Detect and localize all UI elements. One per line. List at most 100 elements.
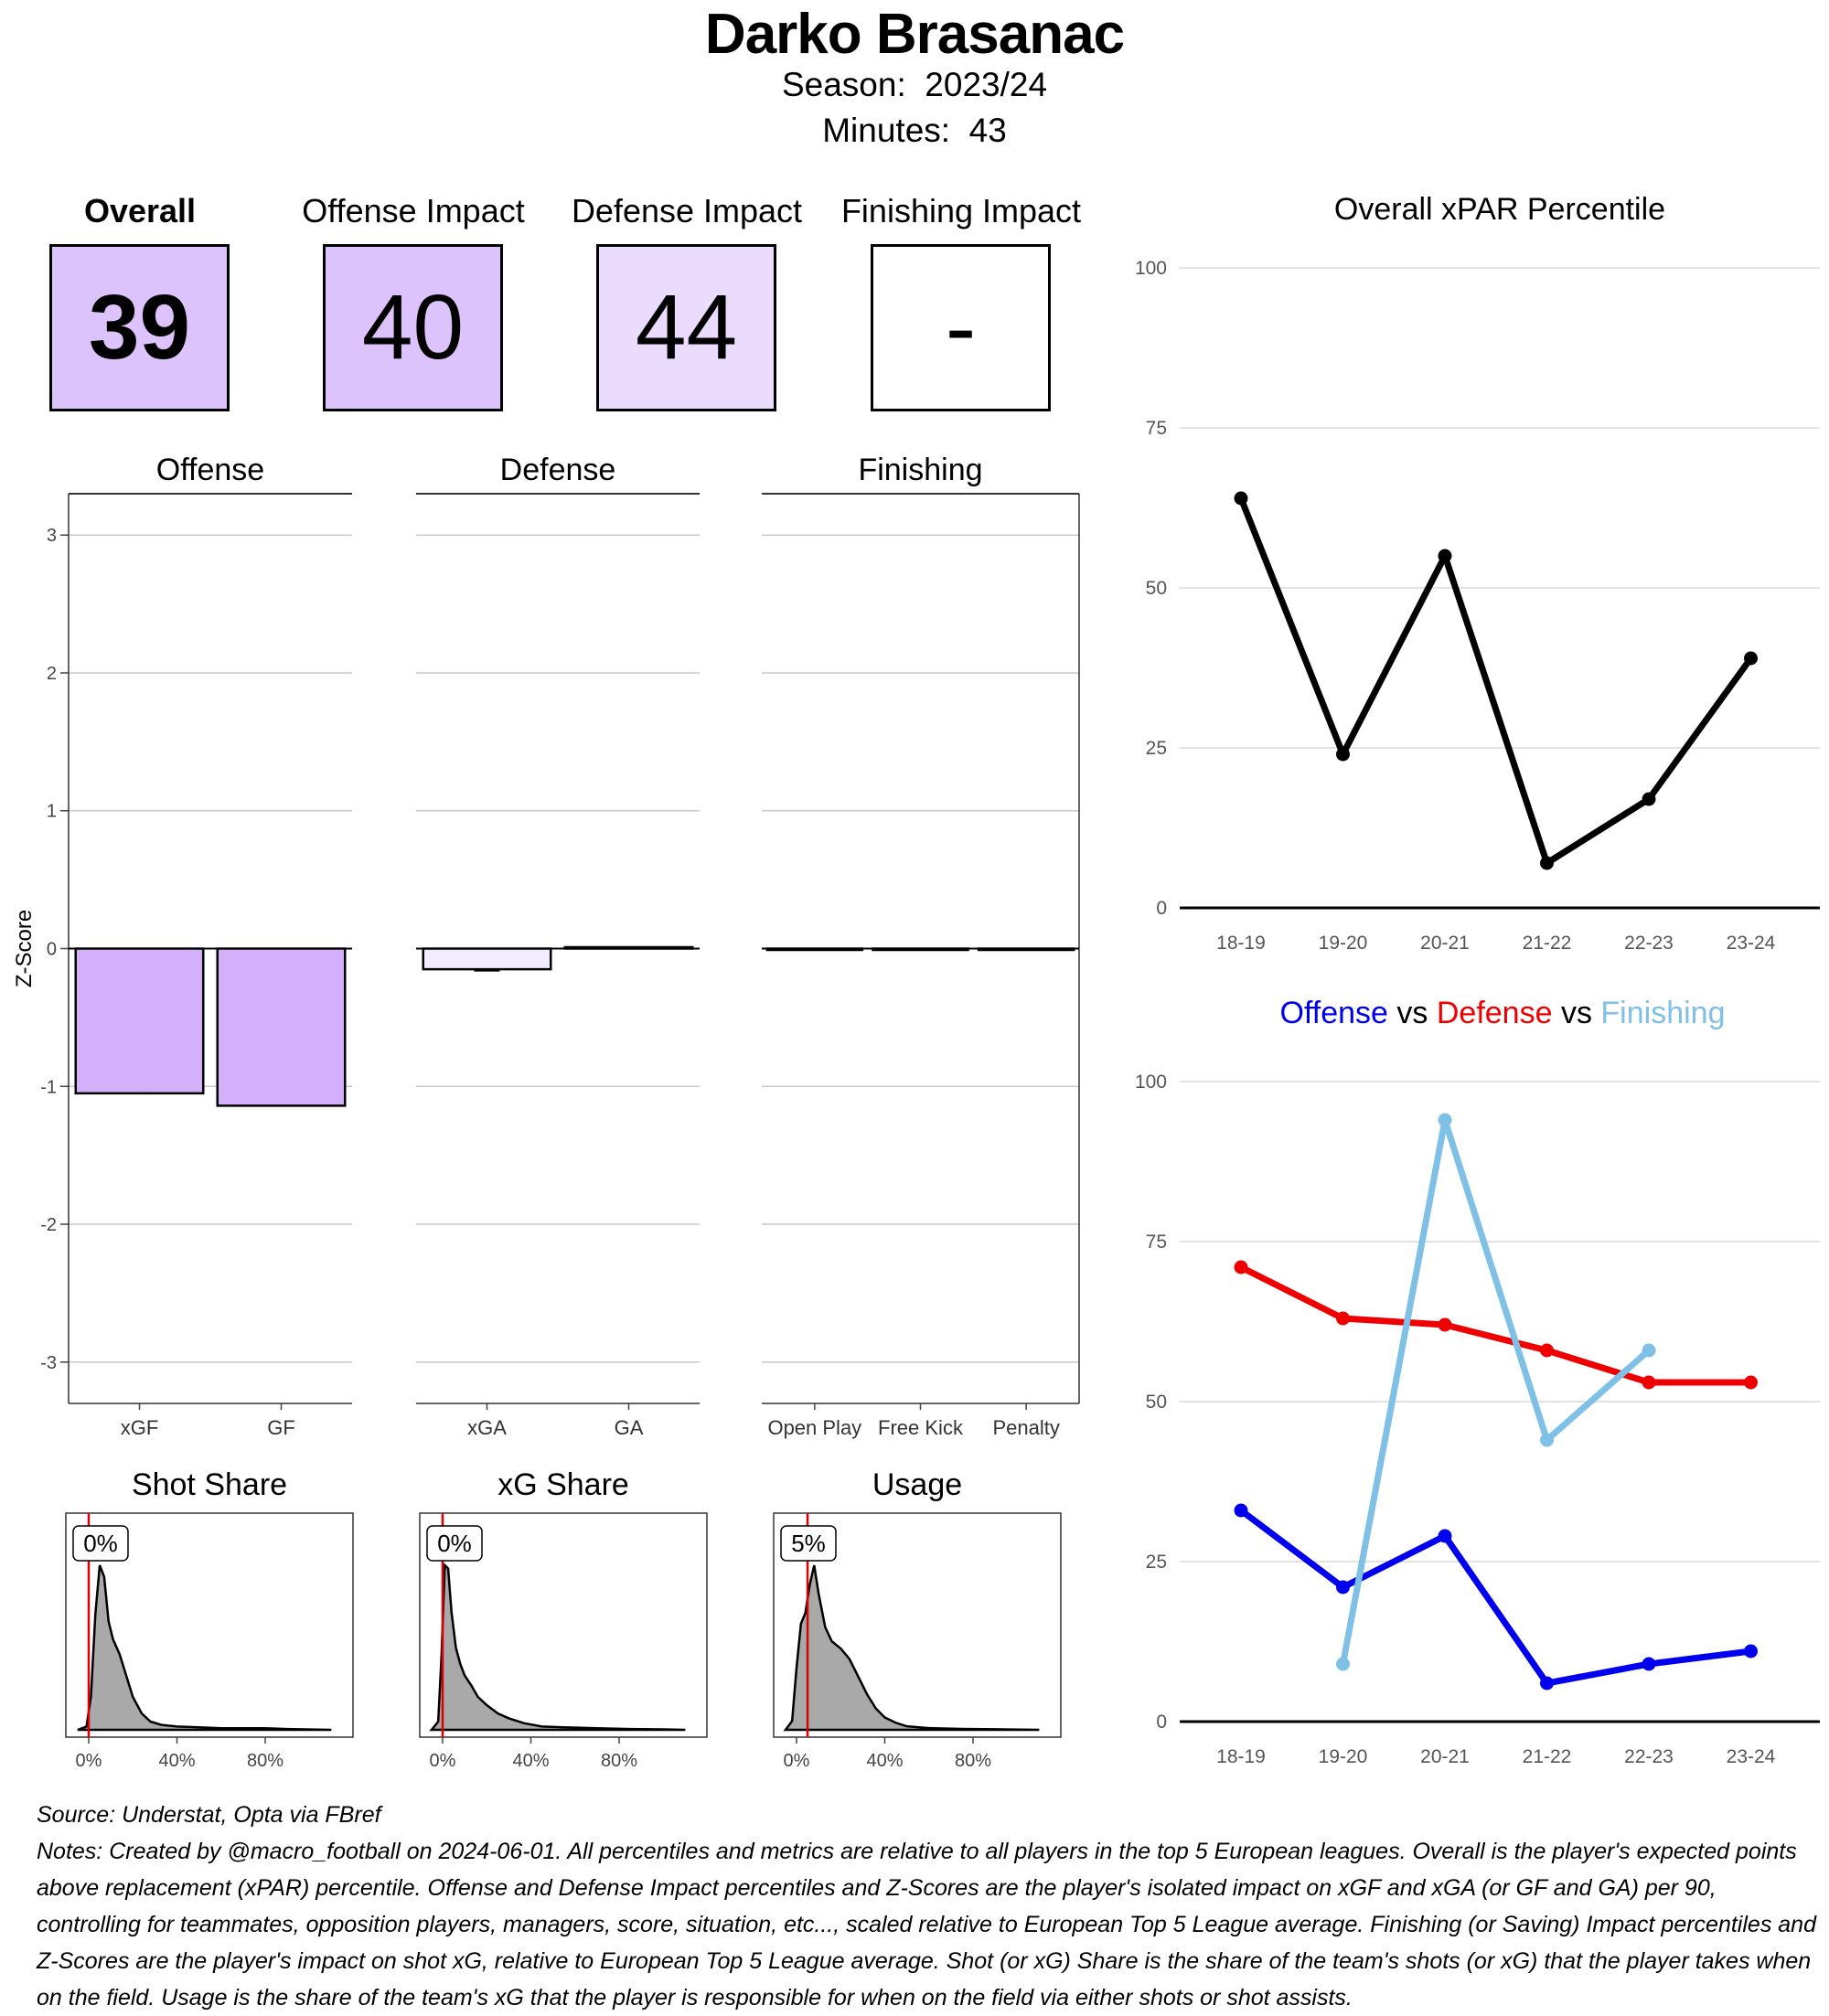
panel-title-offense: Offense: [156, 453, 264, 487]
marker-label: 5%: [791, 1530, 826, 1557]
x-tick-label: 22-23: [1624, 933, 1674, 954]
point-overall-21-22: [1540, 856, 1554, 870]
density-title-xg-share: xG Share: [497, 1467, 629, 1502]
overall-xpar-line-chart: Overall xPAR Percentile 0 25 50 75 100 18-19 19…: [1135, 192, 1820, 954]
x-tick-label: xGA: [467, 1416, 507, 1439]
x-tick-label: Penalty: [992, 1416, 1059, 1439]
minutes-label: Minutes:: [822, 112, 951, 149]
density-x-tick-label: 80%: [601, 1751, 637, 1771]
point-overall-19-20: [1336, 747, 1350, 762]
point-overall-23-24: [1744, 651, 1758, 666]
marker-label: 0%: [83, 1530, 118, 1557]
y-tick-label: 75: [1146, 1232, 1167, 1253]
density-x-tick-label: 0%: [76, 1751, 102, 1771]
x-tick-label: Open Play: [767, 1416, 861, 1439]
point-offense-21-22: [1540, 1676, 1554, 1691]
x-tick-label: 23-24: [1727, 1746, 1776, 1767]
x-tick-label: 19-20: [1319, 1746, 1368, 1767]
marker-label-box: [72, 1525, 129, 1562]
share-density-plots: Shot Share 0% 0% 40% 80% xG Share 0% 0% 40% 80% Us…: [65, 1467, 1062, 1771]
tile-label-overall: Overall: [83, 192, 197, 229]
density-x-tick-label: 0%: [430, 1751, 456, 1771]
bar-gf: [216, 947, 347, 1107]
tile-label-offense-impact: Offense Impact: [302, 192, 525, 229]
density-title-usage: Usage: [872, 1467, 962, 1502]
x-tick-label: 21-22: [1523, 933, 1572, 954]
y-tick-label: 25: [1146, 1552, 1167, 1573]
y-tick-label: -1: [40, 1077, 57, 1097]
title-part-vs: vs: [1553, 997, 1592, 1030]
x-tick-label: xGF: [121, 1416, 159, 1439]
point-defense-23-24: [1744, 1375, 1758, 1390]
bar-xga: [422, 947, 552, 971]
density-curve-xg-share: [429, 1563, 686, 1732]
point-finishing-20-21: [1438, 1113, 1452, 1127]
density-frame: [65, 1512, 354, 1738]
x-tick-label: GA: [615, 1416, 644, 1439]
header: Darko Brasanac Season: 2023/24 Minutes: …: [0, 0, 1829, 155]
player-name: Darko Brasanac: [704, 3, 1125, 66]
density-frame: [773, 1512, 1062, 1738]
tile-value-overall: 39: [88, 276, 191, 379]
marker-label-box: [426, 1525, 483, 1562]
density-curve-shot-share: [77, 1564, 332, 1732]
series-line-defense: [1237, 1264, 1754, 1386]
x-tick-label: 20-21: [1420, 1746, 1470, 1767]
title-part-vs: vs: [1388, 997, 1428, 1030]
density-x-tick-label: 80%: [955, 1751, 991, 1771]
panel-title-defense: Defense: [500, 453, 616, 487]
title-part-defense: Defense: [1428, 997, 1552, 1030]
density-x-tick-label: 40%: [866, 1751, 903, 1771]
marker-label-box: [780, 1525, 837, 1562]
tile-finishing-impact: -: [871, 244, 1051, 411]
point-overall-22-23: [1642, 792, 1656, 806]
y-tick-label: 0: [1156, 1712, 1167, 1733]
series-line-overall: [1237, 495, 1754, 867]
tile-offense-impact: 40: [323, 244, 503, 411]
y-tick-label: 100: [1135, 1072, 1167, 1093]
point-offense-19-20: [1336, 1580, 1350, 1595]
component-percentile-line-chart: Offense vs Defense vs Finishing 0 25 50 75 10…: [1135, 997, 1820, 1767]
footer-notes: Notes: Created by @macro_football on 202…: [37, 1839, 1816, 2011]
density-frame: [419, 1512, 708, 1738]
point-overall-18-19: [1234, 491, 1248, 506]
point-finishing-21-22: [1540, 1433, 1554, 1447]
point-defense-20-21: [1438, 1317, 1452, 1332]
point-defense-18-19: [1234, 1260, 1248, 1275]
season-label: Season:: [781, 66, 906, 103]
x-tick-label: GF: [267, 1416, 295, 1439]
tile-defense-impact: 44: [596, 244, 776, 411]
density-curve-usage: [783, 1564, 1040, 1732]
season-line: Season: 2023/24: [0, 66, 1829, 104]
point-finishing-19-20: [1336, 1657, 1350, 1671]
y-tick-label: 3: [47, 526, 57, 546]
y-tick-label: 25: [1146, 738, 1167, 759]
title-part-offense: Offense: [1280, 997, 1388, 1030]
title-part-finishing: Finishing: [1592, 997, 1726, 1030]
point-defense-22-23: [1642, 1375, 1656, 1390]
density-x-tick-label: 0%: [784, 1751, 810, 1771]
point-defense-21-22: [1540, 1343, 1554, 1358]
y-tick-label: 1: [47, 802, 57, 822]
tile-label-finishing-impact: Finishing Impact: [840, 192, 1082, 229]
series-line-offense: [1237, 1507, 1754, 1687]
minutes-line: Minutes: 43: [0, 112, 1829, 150]
x-tick-label: 21-22: [1523, 1746, 1572, 1767]
density-title-shot-share: Shot Share: [132, 1467, 287, 1502]
y-tick-label: 50: [1146, 578, 1167, 599]
xpar-chart-title: Overall xPAR Percentile: [1334, 192, 1665, 227]
zscore-bar-chart: Z-Score -3 -2 -1 0 1 2 3 Offense xGF GF Defense xGA G…: [12, 453, 1080, 1439]
minutes-value: 43: [968, 112, 1007, 149]
x-tick-label: 18-19: [1216, 1746, 1266, 1767]
y-tick-label: 2: [47, 664, 57, 684]
component-chart-title: Offense vs Defense vs Finishing: [1280, 997, 1726, 1030]
y-tick-label: 50: [1146, 1392, 1167, 1413]
point-finishing-22-23: [1642, 1343, 1656, 1358]
tile-value-finishing-impact: -: [945, 276, 977, 379]
x-tick-label: 20-21: [1420, 933, 1470, 954]
panel-title-finishing: Finishing: [858, 453, 982, 487]
tile-label-defense-impact: Defense Impact: [571, 192, 803, 229]
x-tick-label: 22-23: [1624, 1746, 1674, 1767]
y-tick-label: 75: [1146, 418, 1167, 439]
y-tick-label: 0: [47, 940, 57, 960]
